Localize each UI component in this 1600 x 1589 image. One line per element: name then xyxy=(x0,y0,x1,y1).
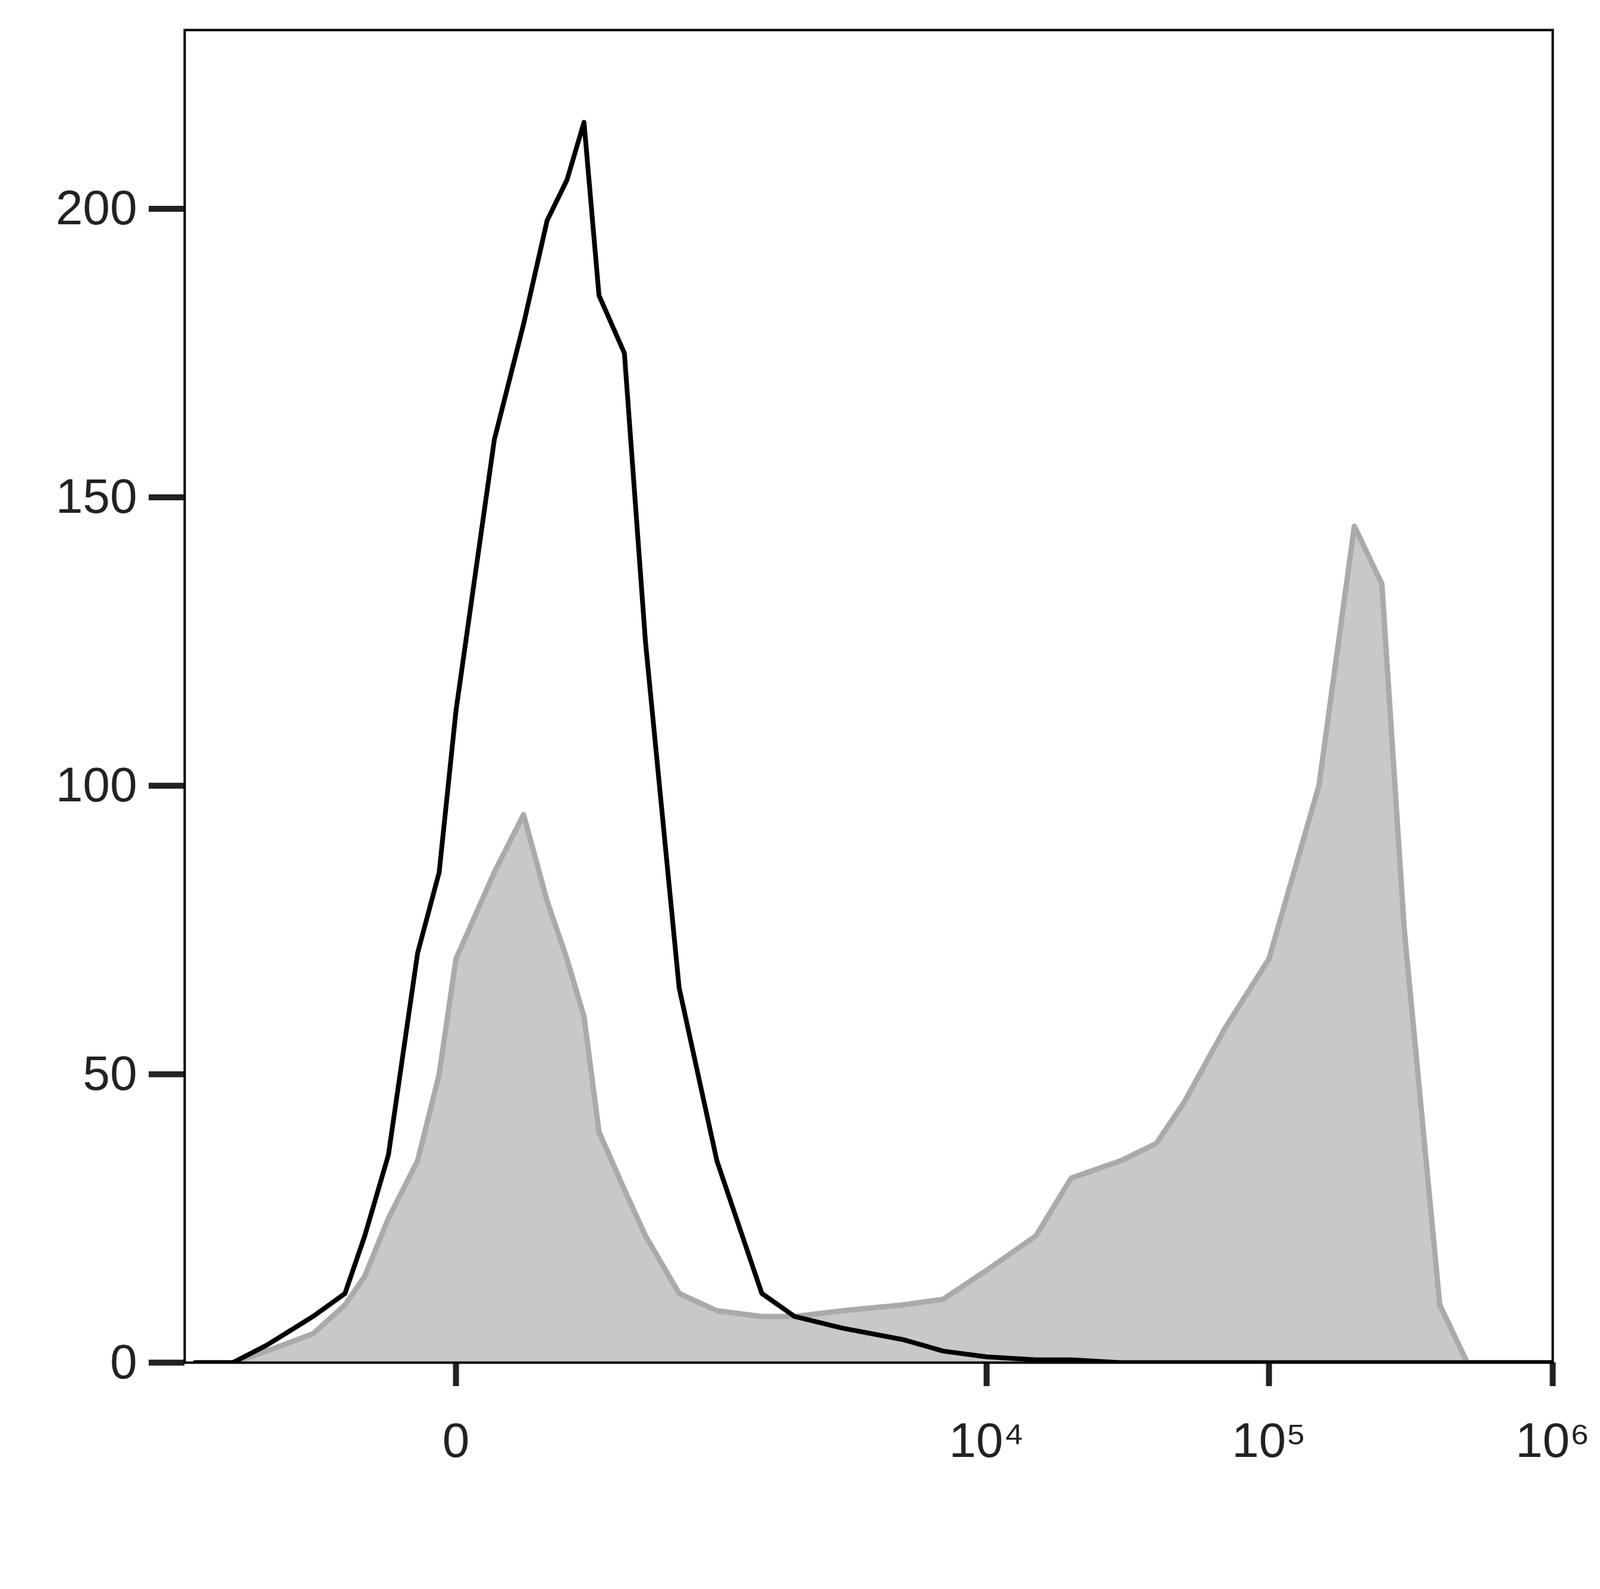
svg-text:200: 200 xyxy=(55,180,138,235)
svg-text:150: 150 xyxy=(55,468,138,523)
svg-text:0: 0 xyxy=(110,1334,138,1389)
svg-text:10⁵: 10⁵ xyxy=(1231,1412,1307,1467)
svg-text:10⁴: 10⁴ xyxy=(949,1412,1025,1467)
svg-text:0: 0 xyxy=(442,1412,470,1467)
svg-text:100: 100 xyxy=(55,757,138,812)
svg-text:10⁶: 10⁶ xyxy=(1515,1412,1590,1467)
svg-text:50: 50 xyxy=(82,1045,137,1100)
